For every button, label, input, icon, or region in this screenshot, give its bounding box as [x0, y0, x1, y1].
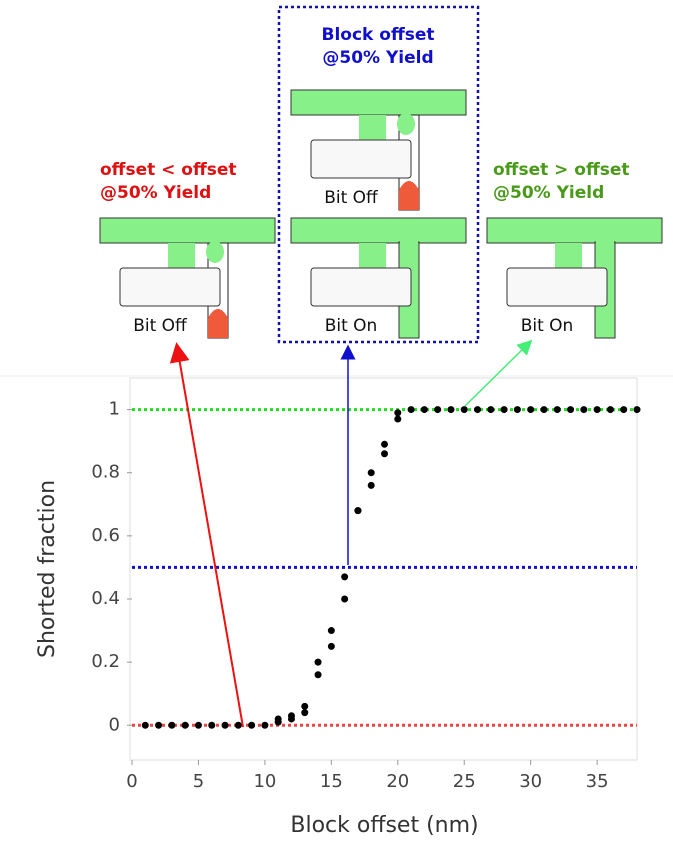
- point: [234, 721, 242, 729]
- highlight-box: [277, 5, 480, 344]
- point: [487, 406, 495, 414]
- point: [194, 721, 202, 729]
- y-axis-title: Shorted fraction: [35, 480, 60, 658]
- arrow: [464, 339, 533, 407]
- point: [208, 721, 216, 729]
- point: [301, 709, 309, 717]
- x-tick-label: 10: [253, 771, 276, 792]
- top-bar: [99, 217, 276, 244]
- point: [593, 406, 601, 414]
- point: [367, 469, 375, 477]
- x-tick-label: 30: [519, 771, 542, 792]
- point: [181, 721, 189, 729]
- point: [141, 721, 149, 729]
- point: [327, 627, 335, 635]
- drop: [206, 241, 224, 263]
- annotation: @50% Yield: [322, 48, 433, 68]
- point: [381, 440, 388, 448]
- y-tick-label: 0: [109, 714, 120, 735]
- x-tick-label: 15: [320, 771, 343, 792]
- bit-label: Bit On: [325, 316, 378, 336]
- stem: [359, 243, 386, 268]
- point: [420, 406, 428, 414]
- x-axis-title: Block offset (nm): [290, 813, 478, 838]
- top-bar: [290, 217, 467, 244]
- x-tick-label: 0: [126, 771, 137, 792]
- diagram: offset < offset @50% Yield Bit Off Block of…: [99, 25, 663, 339]
- stem: [555, 243, 582, 268]
- point: [155, 721, 163, 729]
- point: [580, 406, 588, 414]
- point: [606, 406, 614, 414]
- point: [221, 721, 229, 729]
- point: [261, 721, 269, 729]
- top-bar: [486, 217, 663, 244]
- block: [506, 267, 608, 307]
- point: [301, 702, 309, 710]
- point: [567, 406, 575, 414]
- leg-join: [400, 240, 418, 245]
- point: [314, 671, 322, 679]
- annotation: offset < offset: [100, 160, 237, 180]
- point: [394, 415, 402, 423]
- bit-label: Bit Off: [324, 188, 379, 208]
- y-tick-label: 0.2: [91, 651, 120, 672]
- point: [460, 406, 468, 414]
- annotation: offset > offset: [493, 160, 630, 180]
- point: [327, 642, 335, 650]
- y-tick-label: 0.4: [91, 588, 120, 609]
- point: [540, 406, 548, 414]
- top-bar: [290, 89, 467, 116]
- arrow: [169, 342, 244, 728]
- point: [274, 715, 282, 723]
- annotation: @50% Yield: [493, 183, 604, 203]
- annotation: @50% Yield: [100, 183, 211, 203]
- point: [314, 658, 322, 666]
- bit-label: Bit On: [521, 316, 574, 336]
- bump: [208, 309, 228, 338]
- point: [381, 450, 388, 458]
- y-tick-label: 1: [109, 399, 120, 420]
- leg-join: [596, 240, 614, 245]
- point: [513, 406, 521, 414]
- point: [287, 712, 295, 720]
- point: [168, 721, 176, 729]
- point: [434, 406, 442, 414]
- point: [500, 406, 508, 414]
- x-tick-label: 25: [453, 771, 476, 792]
- point: [633, 406, 641, 414]
- stem: [359, 115, 386, 140]
- bit-label: Bit Off: [133, 316, 188, 336]
- block: [119, 267, 221, 307]
- point: [553, 406, 561, 414]
- x-tick-label: 5: [193, 771, 204, 792]
- annotation: Block offset: [322, 25, 435, 45]
- x-tick-label: 35: [586, 771, 609, 792]
- point: [341, 595, 349, 603]
- point: [341, 573, 349, 581]
- block: [310, 267, 412, 307]
- point: [367, 481, 375, 489]
- point: [407, 406, 415, 414]
- plot: 0 5 10 15 20 25 30 35 0 0.2 0.4 0.6 0.8 1 Block offset…: [35, 399, 641, 838]
- y-tick-label: 0.8: [91, 462, 120, 483]
- x-tick-label: 20: [386, 771, 409, 792]
- stem: [168, 243, 195, 268]
- point: [474, 406, 482, 414]
- point: [248, 721, 256, 729]
- point: [527, 406, 535, 414]
- point: [354, 507, 362, 515]
- point: [447, 406, 455, 414]
- drop: [397, 113, 415, 135]
- block: [310, 139, 412, 179]
- y-tick-label: 0.6: [91, 525, 120, 546]
- bump: [399, 181, 419, 210]
- plot-frame: [129, 377, 638, 761]
- point: [394, 409, 402, 417]
- point: [620, 406, 628, 414]
